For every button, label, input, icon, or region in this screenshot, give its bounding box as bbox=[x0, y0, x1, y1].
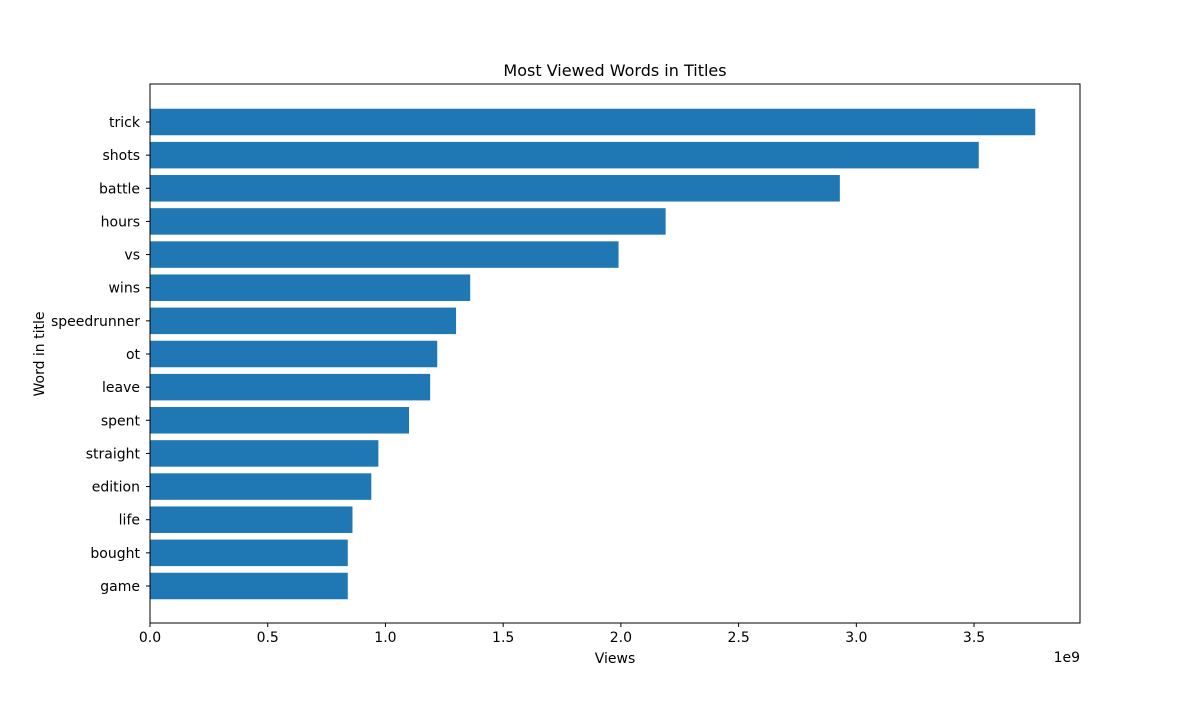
bar-leave bbox=[150, 373, 431, 401]
y-tick-label: spent bbox=[101, 413, 141, 429]
plot-frame bbox=[149, 83, 1081, 624]
bar-spent bbox=[150, 407, 409, 434]
bar-shots bbox=[150, 141, 979, 169]
y-tick-label: straight bbox=[86, 446, 141, 462]
y-tick-label: wins bbox=[108, 281, 140, 297]
y-axis-ticks: trick shots battle hours vs wins speedrunner ot… bbox=[51, 115, 150, 595]
bar-edition bbox=[150, 473, 372, 500]
bars-layer bbox=[150, 108, 1036, 600]
x-tick-label: 2.5 bbox=[727, 630, 749, 646]
x-tick-label: 3.5 bbox=[963, 630, 985, 646]
bar-ot bbox=[150, 340, 438, 368]
y-tick-label: shots bbox=[102, 148, 140, 164]
y-tick-label: speedrunner bbox=[51, 314, 140, 330]
bar-battle bbox=[150, 175, 840, 202]
y-tick-label: life bbox=[119, 513, 140, 529]
x-tick-label: 0.5 bbox=[257, 630, 279, 646]
bar-speedrunner bbox=[150, 307, 457, 335]
y-tick-label: hours bbox=[101, 214, 140, 230]
y-axis-label: Word in title bbox=[32, 311, 48, 396]
bar-straight bbox=[150, 440, 379, 467]
y-tick-label: edition bbox=[92, 480, 140, 496]
bar-life bbox=[150, 506, 353, 533]
y-tick-label: trick bbox=[109, 115, 141, 131]
chart-title: Most Viewed Words in Titles bbox=[503, 61, 726, 80]
bar-trick bbox=[150, 108, 1036, 136]
y-tick-label: battle bbox=[99, 181, 140, 197]
bar-vs bbox=[150, 241, 619, 268]
bar-bought bbox=[150, 539, 348, 567]
x-tick-label: 1.5 bbox=[492, 630, 514, 646]
bar-wins bbox=[150, 274, 471, 301]
y-tick-label: ot bbox=[126, 347, 141, 363]
x-axis-label: Views bbox=[595, 651, 636, 667]
x-tick-label: 2.0 bbox=[610, 630, 632, 646]
x-axis-ticks: 0.0 0.5 1.0 1.5 2.0 2.5 3.0 3.5 bbox=[139, 623, 985, 646]
x-tick-label: 3.0 bbox=[845, 630, 867, 646]
y-tick-label: game bbox=[100, 579, 140, 595]
x-axis-offset-text: 1e9 bbox=[1054, 650, 1080, 666]
bar-hours bbox=[150, 208, 666, 235]
bar-game bbox=[150, 572, 348, 600]
y-tick-label: bought bbox=[90, 546, 140, 562]
x-tick-label: 0.0 bbox=[139, 630, 161, 646]
y-tick-label: vs bbox=[124, 248, 140, 264]
x-tick-label: 1.0 bbox=[374, 630, 396, 646]
y-tick-label: leave bbox=[102, 380, 140, 396]
